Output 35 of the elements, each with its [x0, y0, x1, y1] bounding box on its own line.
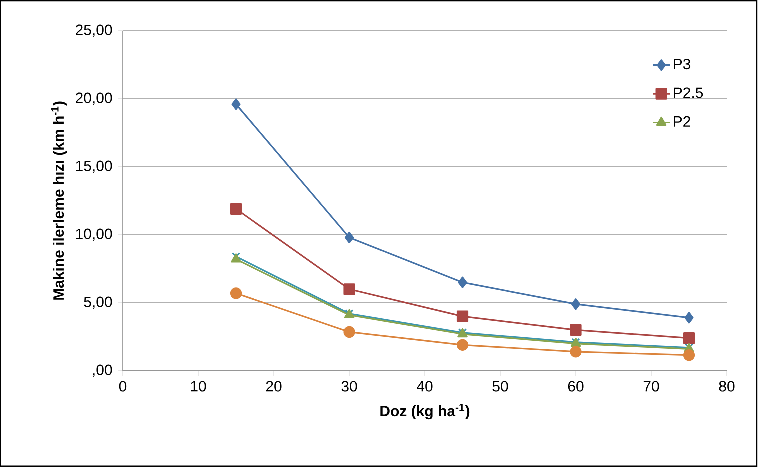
- point: [344, 326, 356, 338]
- point: [230, 288, 242, 300]
- point: [571, 298, 581, 310]
- y-tick-label: 20,00: [76, 92, 112, 106]
- point: [683, 332, 696, 344]
- legend-label: P3: [674, 58, 691, 70]
- point: [683, 350, 696, 362]
- x-tick-label: 20: [266, 381, 282, 392]
- x-tick-label: 70: [644, 381, 660, 392]
- x-tick-label: 0: [119, 381, 127, 392]
- x-tick-label: 30: [342, 381, 358, 392]
- x-tick-label: 10: [191, 381, 206, 392]
- point: [344, 284, 356, 296]
- x-axis-title: Doz (kg ha$^{-1}$): [380, 404, 470, 420]
- legend-label: P2: [674, 116, 690, 127]
- x-tick-label: 80: [719, 381, 735, 392]
- x-tick-label: 50: [492, 381, 508, 392]
- y-tick-label: ,00: [93, 364, 112, 378]
- y-axis-title: Makine ilerleme hızı (km h$^{-1}$): [52, 102, 68, 300]
- y-tick-label: 5,00: [84, 296, 112, 310]
- point: [230, 203, 242, 215]
- y-tick-label: 15,00: [76, 160, 112, 174]
- x-tick-label: 40: [417, 381, 433, 392]
- point: [570, 346, 582, 358]
- x-tick-label: 60: [568, 381, 584, 392]
- y-tick-label: 25,00: [76, 24, 112, 38]
- point: [456, 339, 469, 351]
- point: [458, 276, 468, 288]
- point: [684, 312, 694, 324]
- point: [570, 324, 582, 336]
- point: [232, 98, 241, 110]
- point: [344, 232, 354, 244]
- legend-label: P2.5: [674, 88, 704, 98]
- y-tick-label: 10,00: [76, 228, 112, 242]
- point: [456, 310, 469, 322]
